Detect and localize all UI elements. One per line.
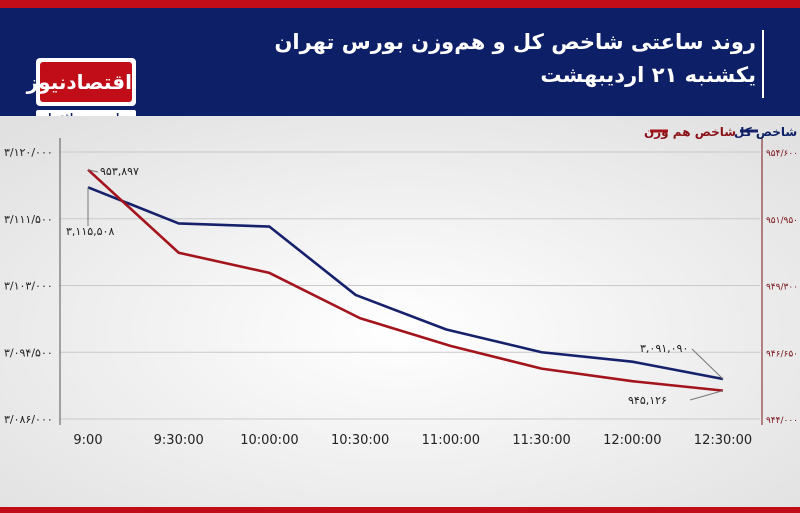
right-tick-label: ۹۴۹/۳۰۰: [766, 283, 798, 293]
chart-subtitle: یکشنبه ۲۱ اردیبهشت: [540, 63, 756, 87]
data-label: ۳,۱۱۵,۵۰۸: [66, 225, 114, 238]
annotation-leader: [691, 348, 724, 380]
annotation-leader: [87, 169, 99, 173]
title-divider: [762, 30, 764, 98]
left-tick-label: ۳/۱۲۰/۰۰۰: [4, 146, 53, 159]
right-tick-label: ۹۴۴/۰۰۰: [766, 416, 798, 426]
legend-label: شاخص کل: [734, 125, 797, 139]
data-label: ۳,۰۹۱,۰۹۰: [640, 342, 688, 355]
series-line-equal-weight-index: [87, 168, 724, 392]
left-tick-label: ۳/۰۸۶/۰۰۰: [4, 413, 53, 426]
brand-logo-text: اقتصادنیوز: [27, 62, 132, 102]
legend-label: شاخص هم وزن: [644, 125, 736, 140]
x-tick-label: 9:00: [73, 433, 102, 448]
x-tick-label: 9:30:00: [154, 433, 204, 448]
bottom-accent-bar: [0, 507, 800, 513]
annotation-leader: [689, 390, 724, 401]
data-label: ۹۴۵,۱۲۶: [628, 394, 667, 407]
x-tick-label: 10:00:00: [240, 433, 298, 448]
left-tick-label: ۳/۰۹۴/۵۰۰: [4, 346, 53, 359]
x-tick-label: 12:30:00: [694, 433, 752, 448]
left-tick-label: ۳/۱۰۳/۰۰۰: [4, 280, 53, 293]
top-accent-bar: [0, 0, 800, 8]
data-label: ۹۵۳,۸۹۷: [100, 165, 139, 178]
x-tick-label: 11:30:00: [512, 433, 570, 448]
series-line-total-index: [87, 186, 724, 381]
chart-title: روند ساعتی شاخص کل و هم‌وزن بورس تهران: [274, 30, 756, 54]
right-tick-label: ۹۵۴/۶۰۰: [766, 149, 798, 159]
right-tick-label: ۹۴۶/۶۵۰: [766, 349, 798, 359]
x-tick-label: 12:00:00: [603, 433, 661, 448]
brand-logo[interactable]: اقتصادنیوز: [27, 58, 136, 106]
x-tick-label: 10:30:00: [331, 433, 389, 448]
left-tick-label: ۳/۱۱۱/۵۰۰: [4, 213, 53, 226]
x-tick-label: 11:00:00: [422, 433, 480, 448]
right-tick-label: ۹۵۱/۹۵۰: [766, 216, 798, 226]
